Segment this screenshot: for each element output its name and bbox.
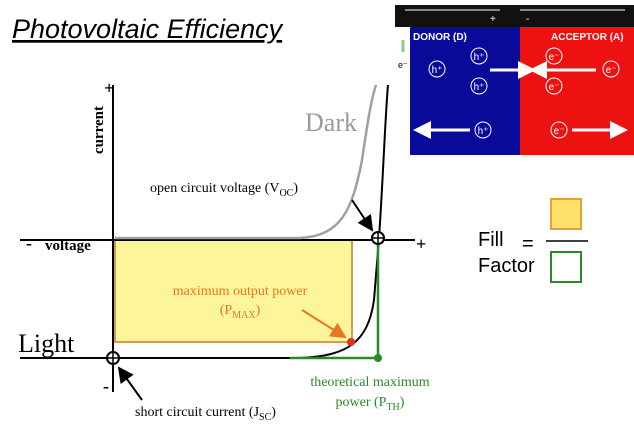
pth-line2: power (PTH) <box>336 395 405 413</box>
x-minus: - <box>26 233 32 253</box>
y-plus: + <box>104 78 114 98</box>
ff-denominator <box>551 252 581 282</box>
pmax-dot <box>347 338 355 346</box>
green-dot <box>374 354 382 362</box>
voc-point <box>372 232 384 244</box>
hole: h⁺ <box>474 52 485 63</box>
acceptor: ACCEPTOR (A) <box>551 32 624 43</box>
e-out: e⁻ <box>398 60 408 70</box>
ff-bottom: Factor <box>478 255 535 277</box>
donor: DONOR (D) <box>413 32 467 43</box>
hole: h⁺ <box>478 126 489 137</box>
x-plus: + <box>416 234 426 254</box>
dark-label: Dark <box>305 108 357 137</box>
terminal-plus: + <box>490 14 496 25</box>
diagram: Photovoltaic Efficiency current voltage … <box>0 0 634 427</box>
jsc-point <box>107 352 119 364</box>
x-label: voltage <box>45 238 91 254</box>
title: Photovoltaic Efficiency <box>12 14 284 44</box>
voc-arrow <box>352 200 372 230</box>
ff-equals: = <box>522 233 534 255</box>
voc-label: open circuit voltage (VOC) <box>150 181 298 199</box>
electron: e⁻ <box>549 52 560 63</box>
ff-numerator <box>551 199 581 229</box>
jsc-arrow <box>119 368 142 400</box>
hole: h⁺ <box>474 82 485 93</box>
light-label: Light <box>18 329 75 358</box>
electron: e⁻ <box>554 126 565 137</box>
inset: + - e⁻ DONOR (D) ACCEPTOR (A) h⁺ h⁺ h⁺ h⁺ e⁻… <box>395 5 634 155</box>
electron: e⁻ <box>606 65 617 76</box>
y-label: current <box>91 106 107 154</box>
hole: h⁺ <box>432 65 443 76</box>
y-minus: - <box>103 376 109 396</box>
pmax-line1: maximum output power <box>173 284 308 299</box>
pth-line1: theoretical maximum <box>310 375 429 390</box>
terminal-minus: - <box>526 14 529 25</box>
ff-top: Fill <box>478 229 504 251</box>
electron: e⁻ <box>549 82 560 93</box>
jsc-label: short circuit current (JSC) <box>135 405 276 423</box>
